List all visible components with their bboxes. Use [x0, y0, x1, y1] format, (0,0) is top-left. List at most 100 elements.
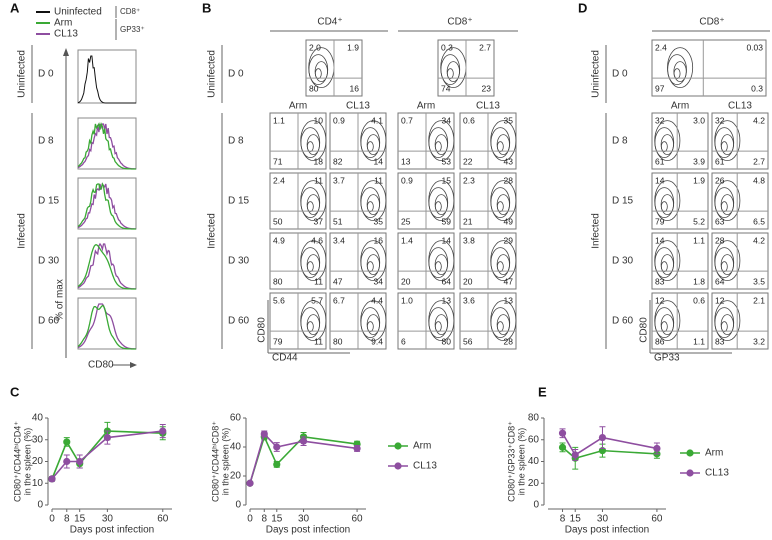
x-tick-label: 15: [74, 514, 86, 525]
quadrant-value: 4.9: [273, 235, 285, 245]
contour: [490, 300, 517, 342]
quadrant-value: 50: [273, 216, 283, 226]
histogram-curve: [77, 244, 136, 290]
quadrant-value: 2.4: [273, 175, 285, 185]
quadrant-value: 79: [273, 336, 283, 346]
quadrant-value: 1.1: [693, 336, 705, 346]
contour: [428, 240, 455, 282]
y-tick-label: 40: [230, 442, 242, 453]
y-axis-label: in the spleen (%): [516, 428, 526, 496]
x-axis-label: Days post infection: [565, 525, 650, 536]
contour: [490, 180, 517, 222]
quadrant-value: 53: [442, 156, 452, 166]
column-header: CD8⁺: [447, 17, 472, 28]
quadrant-value: 22: [463, 156, 473, 166]
quadrant-value: 11: [314, 276, 323, 286]
x-axis-label: Days post infection: [266, 525, 351, 536]
arrow-head: [63, 48, 69, 56]
x-tick-label: 15: [570, 514, 582, 525]
y-tick-label: 60: [230, 413, 242, 424]
contour: [490, 240, 517, 282]
quadrant-value: 26: [715, 175, 725, 185]
quadrant-value: 1.1: [273, 115, 285, 125]
data-point: [558, 443, 567, 451]
histogram-curve: [77, 55, 136, 104]
quadrant-value: 12: [655, 295, 665, 305]
quadrant-value: 2.0: [309, 42, 321, 52]
x-axis-label: GP33: [654, 353, 680, 364]
quadrant-value: 80: [442, 336, 452, 346]
data-point: [653, 444, 661, 453]
x-tick-label: 30: [102, 514, 114, 525]
quadrant-value: 5.7: [311, 295, 323, 305]
row-label: D 0: [38, 69, 54, 80]
quadrant-value: 0.6: [693, 295, 705, 305]
y-tick-label: 0: [533, 500, 539, 511]
quadrant-value: 61: [715, 156, 725, 166]
row-label: D 30: [612, 256, 634, 267]
data-point: [260, 430, 268, 438]
quadrant-value: 74: [441, 83, 451, 93]
row-label: D 8: [38, 136, 54, 147]
data-point: [63, 457, 71, 466]
subcolumn-label: Arm: [417, 101, 435, 112]
quadrant-value: 18: [314, 156, 324, 166]
quadrant-value: 1.9: [347, 42, 359, 52]
quadrant-value: 97: [655, 83, 665, 93]
data-point: [299, 437, 308, 445]
histogram-curve: [77, 242, 136, 290]
histogram-curve: [77, 303, 136, 350]
contour: [428, 180, 455, 222]
quadrant-value: 10: [314, 115, 324, 125]
data-point: [48, 475, 56, 483]
row-label: D 15: [612, 196, 634, 207]
quadrant-value: 5.6: [273, 295, 285, 305]
x-tick-label: 30: [298, 514, 310, 525]
quadrant-value: 56: [463, 336, 473, 346]
y-tick-label: 0: [235, 500, 241, 511]
subcolumn-label: Arm: [671, 101, 689, 112]
quadrant-value: 34: [442, 115, 452, 125]
quadrant-value: 1.0: [401, 295, 413, 305]
x-tick-label: 8: [64, 514, 70, 525]
panel-label: B: [202, 0, 211, 15]
histogram-curve: [77, 122, 136, 170]
quadrant-value: 0.9: [333, 115, 345, 125]
quadrant-value: 79: [655, 216, 665, 226]
quadrant-value: 6.5: [753, 216, 765, 226]
quadrant-value: 34: [374, 276, 384, 286]
quadrant-value: 80: [309, 83, 319, 93]
series-line: [561, 432, 658, 457]
quadrant-value: 83: [655, 276, 665, 286]
quadrant-value: 1.1: [693, 235, 705, 245]
quadrant-value: 32: [655, 115, 665, 125]
legend-label: Arm: [413, 441, 431, 452]
group-label: Infected: [207, 213, 218, 249]
data-point: [76, 457, 84, 466]
row-label: D 30: [38, 256, 60, 267]
row-label: D 8: [612, 136, 628, 147]
quadrant-value: 23: [482, 83, 492, 93]
quadrant-value: 4.4: [371, 295, 383, 305]
subcolumn-label: CL13: [476, 101, 500, 112]
legend-label: Arm: [54, 18, 72, 29]
row-label: D 60: [38, 316, 60, 327]
quadrant-value: 35: [504, 115, 514, 125]
quadrant-value: 9.4: [371, 336, 383, 346]
quadrant-value: 51: [333, 216, 343, 226]
quadrant-value: 3.4: [333, 235, 345, 245]
quadrant-value: 32: [715, 115, 725, 125]
arrow-head: [130, 362, 137, 368]
subcolumn-label: CL13: [346, 101, 370, 112]
quadrant-value: 4.1: [371, 115, 383, 125]
contour: [714, 240, 741, 282]
quadrant-value: 0.03: [746, 42, 763, 52]
contour: [667, 47, 694, 88]
quadrant-value: 28: [504, 336, 514, 346]
quadrant-value: 61: [655, 156, 665, 166]
row-label: D 8: [228, 136, 244, 147]
quadrant-value: 20: [463, 276, 473, 286]
legend-marker: [394, 442, 402, 450]
histogram-curve: [77, 182, 136, 230]
histogram-frame: [77, 117, 137, 170]
